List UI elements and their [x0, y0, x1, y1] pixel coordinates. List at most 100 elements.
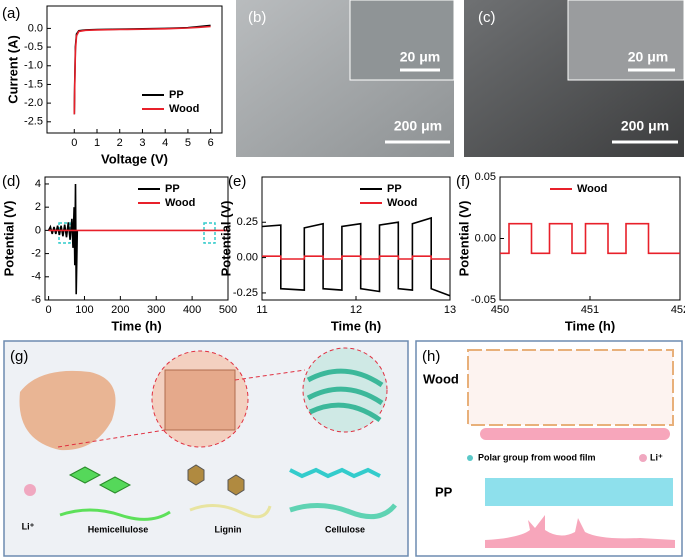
sem-image-b: (b) 20 μm 200 μm: [236, 0, 455, 157]
y-axis-label: Potential (V): [456, 201, 471, 277]
lignin-structure: [187, 464, 245, 496]
legend-label: Li⁺: [650, 452, 663, 462]
ion-label: Li⁺: [22, 521, 35, 531]
y-tick-label: -0.25: [233, 287, 258, 299]
separator-label: PP: [435, 484, 453, 499]
x-tick-label: 300: [147, 304, 165, 316]
series-line: [73, 25, 211, 115]
plot-frame: [44, 176, 229, 301]
y-tick-label: -0.05: [471, 294, 496, 306]
y-tick-label: 0.0: [28, 22, 43, 34]
panel-label: (f): [456, 173, 470, 190]
x-tick-label: 3: [139, 137, 145, 149]
component-label: Cellulose: [325, 524, 365, 534]
scale-label: 20 μm: [400, 49, 440, 65]
x-tick-label: 200: [111, 304, 129, 316]
y-tick-label: -2: [31, 247, 41, 259]
li-dendrites: [485, 515, 675, 548]
inset-c: [567, 0, 685, 81]
x-tick-label: 452: [671, 304, 685, 316]
legend-label: Wood: [165, 197, 195, 209]
li-ion: [24, 484, 36, 496]
x-tick-label: 5: [185, 137, 191, 149]
series-line: [500, 222, 680, 255]
li-deposit: [480, 428, 670, 440]
x-tick-label: 450: [491, 304, 509, 316]
series-line: [262, 255, 450, 260]
x-tick-label: 6: [208, 137, 214, 149]
wood-slab: [19, 370, 116, 451]
panel-label: (d): [2, 173, 20, 190]
diagram-h: (h) Wood Polar group from wood film Li⁺ …: [415, 340, 683, 557]
legend-label: Wood: [577, 183, 607, 195]
series-line: [73, 24, 211, 115]
highlight-box: [203, 222, 216, 244]
x-tick-label: 0: [71, 137, 77, 149]
panel-label: (e): [228, 173, 246, 190]
wood-network: [467, 349, 674, 426]
series-line: [47, 183, 79, 295]
x-tick-label: 451: [581, 304, 599, 316]
x-tick-label: 12: [350, 304, 362, 316]
y-tick-label: 0.25: [237, 216, 258, 228]
legend-label: PP: [169, 89, 184, 101]
x-axis-label: Time (h): [331, 318, 381, 333]
y-tick-label: -0.5: [24, 41, 43, 53]
diagram-g: (g) Li⁺ Hemicellulose Lignin Cellulose: [3, 340, 409, 557]
x-tick-label: 400: [183, 304, 201, 316]
inset-b: [349, 0, 455, 81]
y-tick-label: -2.5: [24, 116, 43, 128]
x-axis-label: Voltage (V): [101, 151, 168, 166]
y-axis-label: Potential (V): [1, 201, 16, 277]
panel-label: (b): [248, 9, 266, 26]
y-tick-label: 0.00: [237, 251, 258, 263]
y-tick-label: -6: [31, 294, 41, 306]
legend-marker: [467, 455, 473, 461]
legend-label: Wood: [387, 197, 417, 209]
legend-label: PP: [165, 183, 180, 195]
x-tick-label: 2: [117, 137, 123, 149]
plot-frame: [499, 176, 681, 301]
y-tick-label: -2.0: [24, 97, 43, 109]
plot-frame: [261, 176, 451, 301]
panel-label: (c): [478, 9, 496, 26]
pp-separator: [485, 478, 673, 506]
y-axis-label: Current (A): [5, 35, 20, 104]
x-tick-label: 1: [94, 137, 100, 149]
zoom-line: [234, 369, 306, 381]
scale-label: 200 μm: [621, 118, 669, 134]
y-tick-label: 2: [35, 201, 41, 213]
lignin-chain: [189, 504, 272, 519]
component-label: Hemicellulose: [88, 524, 149, 534]
y-tick-label: -1.5: [24, 78, 43, 90]
wood-channels: [164, 369, 236, 431]
x-axis-label: Time (h): [565, 318, 615, 333]
panel-label: (g): [10, 348, 28, 365]
hemicellulose-chain: [59, 508, 171, 521]
x-tick-label: 500: [219, 304, 237, 316]
cellulose-chain: [289, 503, 397, 520]
legend-label: Wood: [169, 103, 199, 115]
scale-label: 20 μm: [628, 49, 668, 65]
y-tick-label: 0: [35, 224, 41, 236]
sem-image-c: (c) 20 μm 200 μm: [464, 0, 685, 157]
x-tick-label: 11: [256, 304, 267, 316]
y-tick-label: 0.00: [475, 232, 496, 244]
x-tick-label: 4: [162, 137, 168, 149]
y-tick-label: 0.05: [475, 171, 496, 183]
x-tick-label: 100: [75, 304, 93, 316]
hemicellulose-structure: [68, 466, 132, 494]
component-label: Lignin: [215, 524, 242, 534]
x-axis-label: Time (h): [111, 318, 161, 333]
x-tick-label: 0: [46, 304, 52, 316]
cellulose-structure: [289, 467, 381, 479]
y-tick-label: -4: [31, 271, 41, 283]
y-tick-label: -1.0: [24, 60, 43, 72]
legend-label: PP: [387, 183, 402, 195]
panel-label: (a): [2, 5, 20, 22]
y-axis-label: Potential (V): [218, 201, 233, 277]
x-tick-label: 13: [444, 304, 456, 316]
panel-label: (h): [422, 348, 440, 365]
separator-label: Wood: [423, 371, 459, 386]
